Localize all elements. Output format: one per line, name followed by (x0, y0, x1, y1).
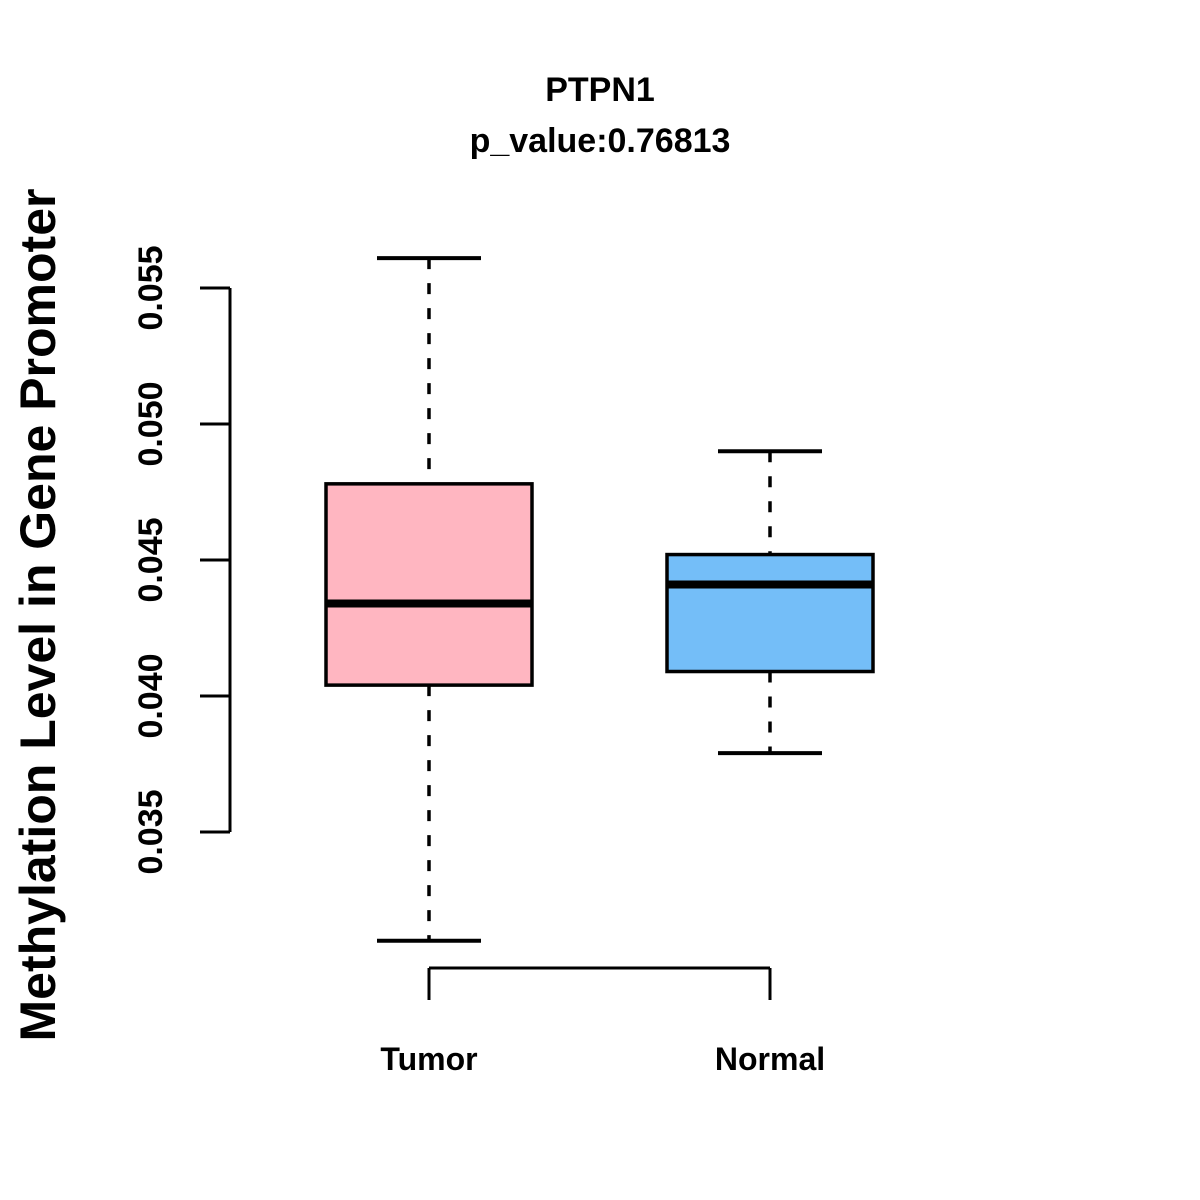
y-tick-label: 0.050 (132, 381, 170, 466)
x-category-label-tumor: Tumor (380, 1041, 477, 1077)
chart-title: PTPN1 (545, 71, 655, 109)
x-category-label-normal: Normal (715, 1041, 825, 1077)
y-tick-label: 0.045 (132, 517, 170, 602)
tumor-box (324, 482, 534, 687)
normal-box (665, 552, 875, 674)
y-tick-label: 0.035 (132, 789, 170, 874)
y-tick-label: 0.040 (132, 653, 170, 738)
y-tick-label: 0.055 (132, 245, 170, 330)
chart-subtitle: p_value:0.76813 (469, 122, 731, 160)
